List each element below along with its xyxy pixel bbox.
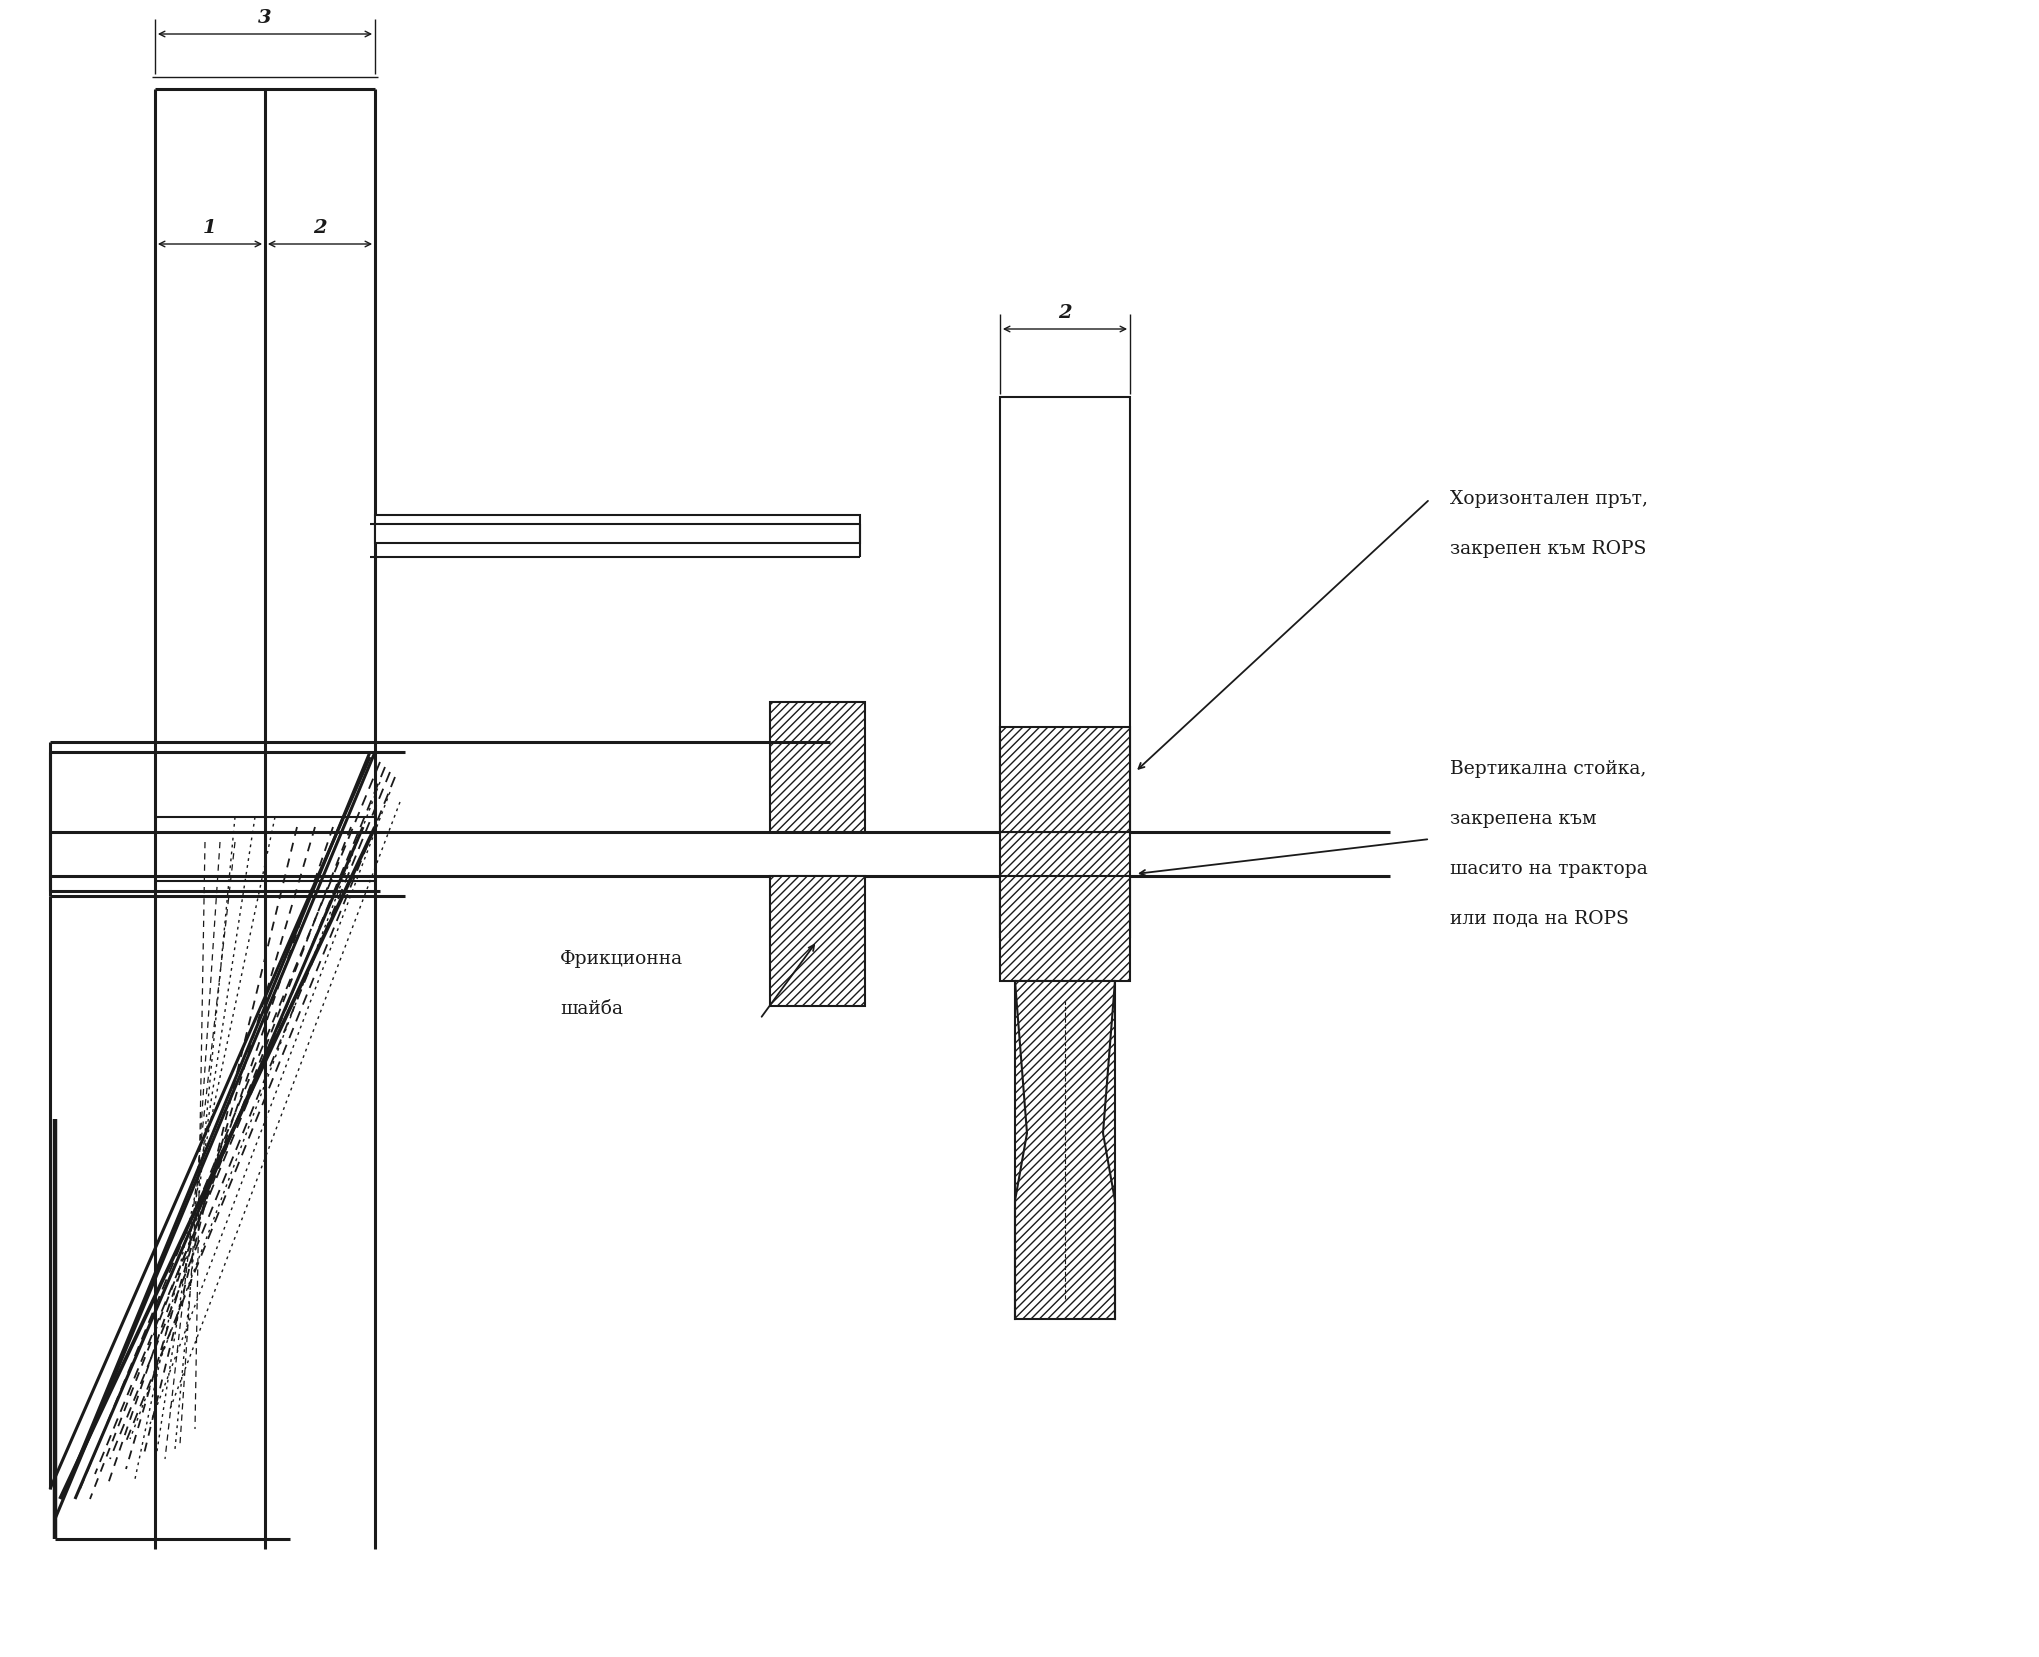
Bar [375, 515, 860, 543]
Text: 3: 3 [259, 8, 271, 27]
Text: 2: 2 [1058, 303, 1073, 321]
Text: 2: 2 [314, 219, 326, 237]
Text: шасито на трактора: шасито на трактора [1450, 860, 1648, 878]
Text: закрепен към ROPS: закрепен към ROPS [1450, 540, 1645, 558]
Bar [999, 832, 1130, 938]
Text: 1: 1 [204, 219, 216, 237]
Bar [999, 727, 1130, 832]
Bar [771, 703, 865, 832]
Text: шайба: шайба [561, 999, 624, 1017]
Text: Вертикална стойка,: Вертикална стойка, [1450, 759, 1645, 777]
Text: Фрикционна: Фрикционна [561, 949, 683, 968]
Text: закрепена към: закрепена към [1450, 810, 1597, 827]
Text: Хоризонтален прът,: Хоризонтален прът, [1450, 490, 1648, 507]
Bar [771, 877, 865, 1006]
Text: или пода на ROPS: или пода на ROPS [1450, 910, 1629, 928]
Bar [999, 877, 1130, 981]
Bar [999, 398, 1130, 832]
Bar [1015, 981, 1115, 1319]
